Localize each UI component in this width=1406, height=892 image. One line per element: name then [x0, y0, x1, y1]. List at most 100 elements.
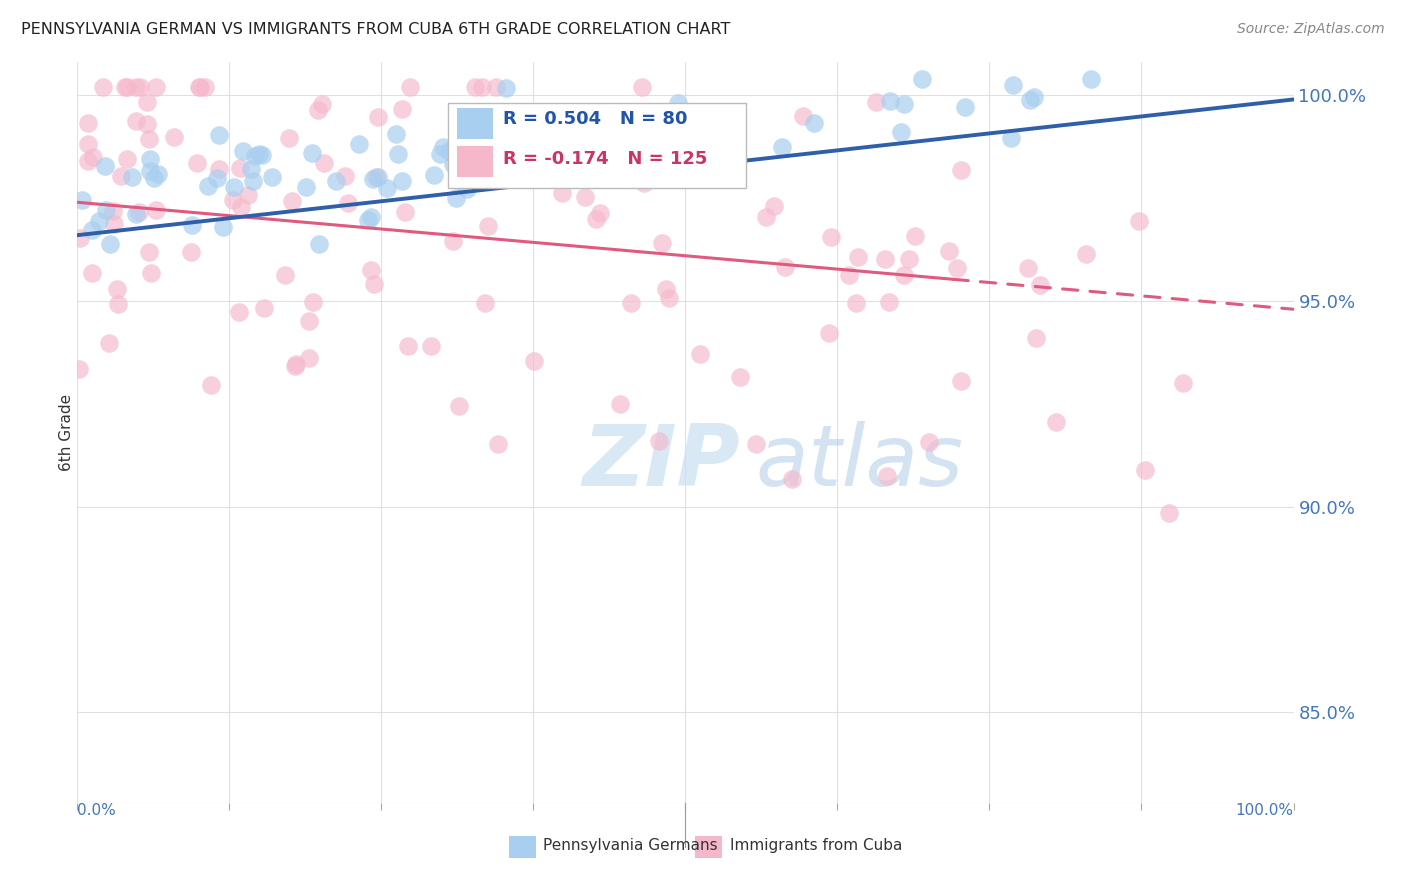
Point: [98, 335, 121, 350]
Point: [367, 110, 389, 124]
Point: [139, 152, 162, 166]
Point: [242, 174, 264, 188]
Point: [391, 103, 413, 117]
Point: [486, 437, 509, 451]
Point: [471, 80, 494, 95]
Point: [117, 152, 139, 166]
Point: [94, 159, 117, 173]
Point: [464, 80, 486, 95]
Point: [1171, 376, 1194, 391]
Point: [360, 211, 382, 225]
Point: [876, 468, 898, 483]
Point: [419, 339, 441, 353]
Point: [302, 295, 325, 310]
Point: [648, 434, 671, 448]
Point: [295, 179, 318, 194]
Point: [281, 194, 304, 208]
Point: [557, 150, 579, 164]
Point: [311, 97, 333, 112]
Point: [229, 200, 252, 214]
Point: [98, 236, 121, 251]
Point: [456, 182, 478, 196]
Point: [1080, 71, 1102, 86]
FancyBboxPatch shape: [449, 103, 747, 188]
Point: [142, 170, 165, 185]
Point: [247, 147, 270, 161]
Text: atlas: atlas: [756, 421, 965, 504]
Point: [107, 297, 129, 311]
Point: [439, 144, 461, 158]
Point: [197, 179, 219, 194]
Point: [228, 305, 250, 319]
Text: Source: ZipAtlas.com: Source: ZipAtlas.com: [1237, 22, 1385, 37]
Point: [551, 186, 574, 200]
Point: [135, 95, 157, 109]
Point: [200, 377, 222, 392]
Point: [91, 80, 114, 95]
FancyBboxPatch shape: [457, 108, 494, 138]
Point: [875, 252, 897, 267]
Point: [245, 149, 267, 163]
Point: [631, 145, 654, 160]
Point: [69, 231, 91, 245]
Point: [477, 172, 499, 186]
Point: [298, 351, 321, 365]
Point: [1135, 463, 1157, 477]
Point: [121, 169, 143, 184]
Point: [561, 154, 583, 169]
Point: [763, 199, 786, 213]
Point: [586, 164, 609, 178]
Point: [676, 151, 699, 165]
Point: [893, 268, 915, 282]
Point: [707, 112, 730, 126]
Point: [446, 142, 468, 156]
Point: [458, 125, 481, 139]
Point: [661, 116, 683, 130]
Point: [432, 139, 454, 153]
Point: [938, 244, 960, 258]
Point: [325, 174, 347, 188]
Point: [194, 80, 217, 95]
Point: [717, 126, 740, 140]
Point: [499, 157, 522, 171]
Point: [82, 150, 104, 164]
Point: [391, 174, 413, 188]
Point: [207, 171, 229, 186]
Point: [803, 116, 825, 130]
Point: [394, 204, 416, 219]
Point: [125, 206, 148, 220]
Point: [1028, 278, 1050, 293]
Point: [208, 162, 231, 177]
Point: [110, 169, 132, 184]
Point: [523, 353, 546, 368]
Point: [449, 399, 471, 413]
Point: [451, 156, 474, 170]
Point: [312, 156, 335, 170]
Point: [817, 326, 839, 340]
Point: [631, 80, 654, 95]
Point: [474, 295, 496, 310]
Point: [138, 245, 160, 260]
Point: [949, 374, 972, 388]
Point: [82, 266, 104, 280]
Point: [555, 111, 578, 125]
Point: [67, 362, 90, 376]
Point: [553, 107, 575, 121]
Point: [375, 181, 398, 195]
Point: [129, 80, 152, 95]
Point: [163, 130, 186, 145]
Point: [77, 116, 100, 130]
Point: [107, 282, 129, 296]
Point: [651, 236, 673, 251]
Point: [222, 194, 245, 208]
Point: [1000, 130, 1022, 145]
Point: [488, 135, 510, 149]
Point: [347, 136, 370, 151]
Point: [637, 165, 659, 179]
Point: [446, 191, 468, 205]
FancyBboxPatch shape: [509, 836, 536, 858]
Point: [307, 103, 329, 118]
FancyBboxPatch shape: [695, 836, 721, 858]
Point: [298, 313, 321, 327]
Point: [89, 214, 111, 228]
